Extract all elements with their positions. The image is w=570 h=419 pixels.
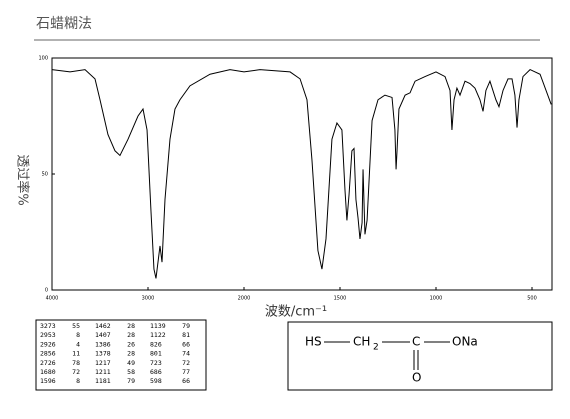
y-tick-label: 100 (38, 56, 48, 62)
peak-table-cell: 2726 (40, 359, 56, 367)
peak-table-cell: 49 (127, 359, 135, 367)
atom: C (412, 335, 420, 349)
peak-table-cell: 72 (182, 359, 190, 367)
atom: O (412, 371, 421, 385)
peak-table-cell: 77 (182, 368, 190, 376)
peak-table-cell: 1407 (95, 331, 111, 339)
atom-subscript: 2 (373, 343, 379, 353)
peak-table-cell: 3273 (40, 322, 56, 330)
y-tick-label: 0 (45, 288, 48, 294)
peak-table-cell: 8 (76, 331, 80, 339)
peak-table-cell: 66 (182, 340, 190, 348)
peak-table-cell: 2856 (40, 350, 56, 358)
atom: HS (305, 335, 322, 349)
peak-table-cell: 72 (72, 368, 80, 376)
peak-table-cell: 8 (76, 377, 80, 385)
x-tick-label: 4000 (46, 296, 59, 302)
peak-table-cell: 1386 (95, 340, 111, 348)
peak-table-cell: 1680 (40, 368, 56, 376)
peak-table-cell: 1139 (150, 322, 166, 330)
peak-table-cell: 1462 (95, 322, 111, 330)
peak-table-cell: 58 (127, 368, 135, 376)
peak-table-cell: 826 (150, 340, 162, 348)
peak-table-cell: 28 (127, 350, 135, 358)
x-tick-label: 1000 (430, 296, 443, 302)
peak-table-cell: 1122 (150, 331, 166, 339)
peak-table-cell: 78 (72, 359, 80, 367)
structure-frame (287, 321, 553, 391)
peak-table-cell: 2926 (40, 340, 56, 348)
peak-table-cell: 4 (76, 340, 80, 348)
peak-table-cell: 1596 (40, 377, 56, 385)
peak-table-cell: 11 (72, 350, 80, 358)
y-axis-label: 透过率% (15, 154, 31, 205)
peak-table-cell: 74 (182, 350, 190, 358)
spectrum-line (51, 69, 552, 279)
peak-table-cell: 598 (150, 377, 162, 385)
peak-table-cell: 1217 (95, 359, 111, 367)
peak-table-frame (35, 319, 207, 391)
peak-table-cell: 28 (127, 331, 135, 339)
atom: CH (353, 335, 370, 349)
peak-table-cell: 79 (127, 377, 135, 385)
peak-table-cell: 723 (150, 359, 162, 367)
x-tick-label: 3000 (142, 296, 155, 302)
peak-table-cell: 55 (72, 322, 80, 330)
peak-table-cell: 81 (182, 331, 190, 339)
peak-table-cell: 686 (150, 368, 162, 376)
peak-table-cell: 28 (127, 322, 135, 330)
y-tick-label: 50 (42, 172, 48, 178)
atom: ONa (452, 335, 478, 349)
peak-table-cell: 1211 (95, 368, 111, 376)
peak-table-cell: 26 (127, 340, 135, 348)
peak-table-cell: 66 (182, 377, 190, 385)
peak-table-cell: 1181 (95, 377, 111, 385)
x-axis-label: 波数/cm⁻¹ (265, 305, 327, 320)
x-tick-label: 500 (527, 296, 537, 302)
x-tick-label: 2000 (238, 296, 251, 302)
structure: HS CH 2 C ONa O (305, 335, 478, 385)
peak-table-cell: 1378 (95, 350, 111, 358)
x-tick-label: 1500 (334, 296, 347, 302)
chart-title: 石蜡糊法 (36, 16, 92, 32)
peak-table-cell: 79 (182, 322, 190, 330)
peak-table-cell: 801 (150, 350, 162, 358)
peak-table-cell: 2953 (40, 331, 56, 339)
